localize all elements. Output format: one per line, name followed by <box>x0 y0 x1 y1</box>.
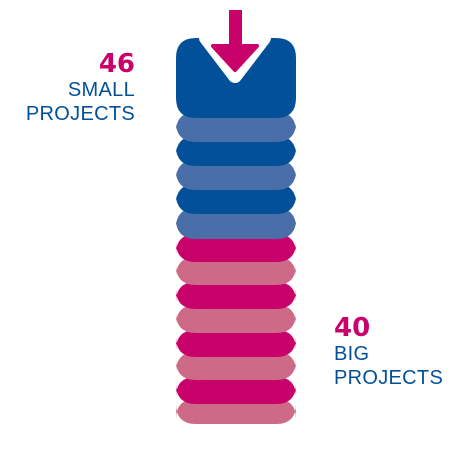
big-layer-light-6 <box>176 399 296 424</box>
small-layer-dark-4 <box>176 184 296 214</box>
stack-layers <box>176 38 296 424</box>
small-layer-light-4 <box>176 208 296 239</box>
small-projects-count: 46 <box>98 49 135 79</box>
big-layer-dark-5 <box>176 377 296 404</box>
big-layer-dark-4 <box>176 330 296 357</box>
big-layer-dark-3 <box>176 282 296 309</box>
big-projects-label-line1: BIG <box>334 343 370 365</box>
big-projects-label-line2: PROJECTS <box>334 367 444 389</box>
down-arrow-icon <box>199 10 271 83</box>
small-layer-dark-3 <box>176 136 296 166</box>
big-layer-light-4 <box>176 305 296 333</box>
big-layer-dark-2 <box>176 234 296 262</box>
small-projects-label-line1: SMALL <box>67 79 135 101</box>
small-projects-stat: 46 SMALL PROJECTS <box>26 50 135 126</box>
small-layer-light-2 <box>176 112 296 142</box>
small-projects-label-line2: PROJECTS <box>25 103 135 125</box>
big-projects-count: 40 <box>334 313 371 343</box>
big-layer-light-3 <box>176 257 296 285</box>
big-projects-stat: 40 BIG PROJECTS <box>334 314 443 390</box>
big-layer-light-5 <box>176 352 296 380</box>
small-layer-light-3 <box>176 160 296 190</box>
